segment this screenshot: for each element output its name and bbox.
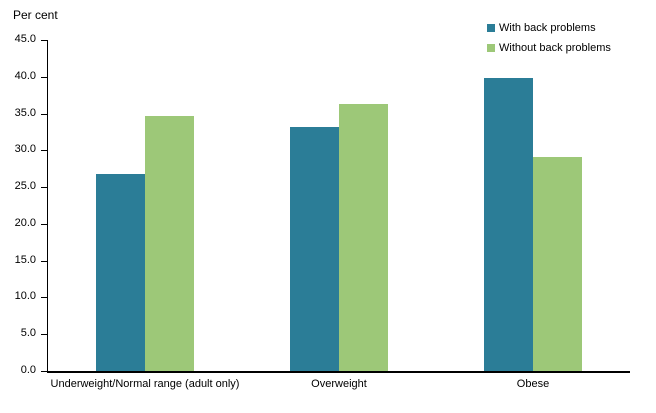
x-axis-label: Obese xyxy=(516,378,550,390)
y-axis-tick xyxy=(41,40,47,41)
bar-without-back-problems-2 xyxy=(339,103,388,371)
bar-with-back-problems-2 xyxy=(290,126,339,371)
legend-swatch-with-back-problems xyxy=(487,24,495,32)
y-axis-tick xyxy=(41,113,47,115)
legend-item-without-back-problems: Without back problems xyxy=(487,42,611,54)
y-tick-label: 15.0 xyxy=(14,253,36,266)
y-tick-label: 25.0 xyxy=(14,180,36,193)
x-axis-label: Overweight xyxy=(311,378,367,390)
y-tick-label: 0.0 xyxy=(20,364,36,376)
bar-without-back-problems-1 xyxy=(145,115,194,371)
y-tick-label: 40.0 xyxy=(14,69,36,82)
bar-with-back-problems-1 xyxy=(96,173,145,371)
legend-swatch-without-back-problems xyxy=(487,44,495,52)
y-axis-tick xyxy=(41,76,47,78)
y-axis-tick xyxy=(41,297,47,299)
y-axis-line xyxy=(47,40,48,372)
y-axis-tick xyxy=(41,260,47,262)
bar-without-back-problems-3 xyxy=(533,156,582,371)
legend-label-with-back-problems: With back problems xyxy=(499,22,596,34)
y-tick-label: 5.0 xyxy=(20,327,36,340)
y-tick-label: 10.0 xyxy=(14,290,36,303)
y-tick-label: 45.0 xyxy=(14,33,36,45)
y-axis-tick xyxy=(41,187,47,189)
y-axis-tick xyxy=(41,150,47,152)
y-axis-tick xyxy=(41,334,47,336)
legend-item-with-back-problems: With back problems xyxy=(487,22,611,34)
y-tick-label: 20.0 xyxy=(14,216,36,229)
y-tick-label: 35.0 xyxy=(14,106,36,119)
legend: With back problems Without back problems xyxy=(487,22,611,54)
x-axis-line xyxy=(47,371,630,373)
x-axis-label: Underweight/Normal range (adult only) xyxy=(50,378,240,390)
legend-label-without-back-problems: Without back problems xyxy=(499,42,611,54)
y-axis-tick xyxy=(41,371,47,372)
y-axis-tick xyxy=(41,223,47,225)
bar-with-back-problems-3 xyxy=(484,78,533,371)
y-tick-label: 30.0 xyxy=(14,143,36,156)
y-axis-title: Per cent xyxy=(13,8,58,22)
